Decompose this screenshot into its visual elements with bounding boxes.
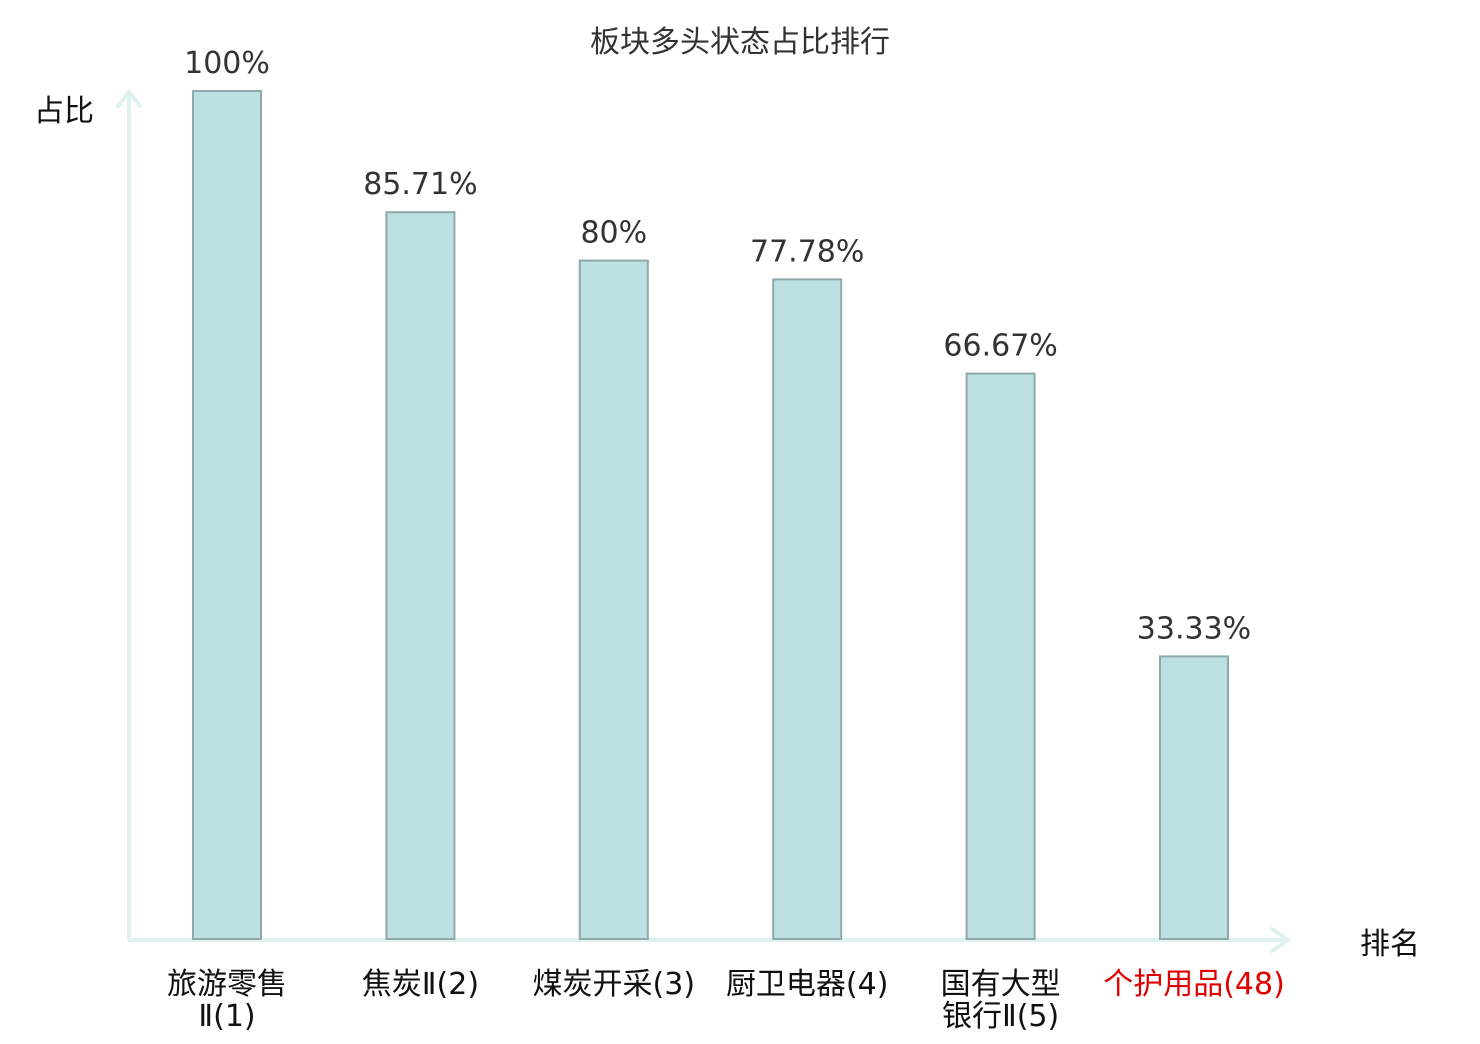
bar-value-label-4: 77.78% [750,234,864,269]
category-label-3: 煤炭开采(3) [533,967,696,1002]
category-label-line: 煤炭开采(3) [533,967,696,1002]
bar-3 [578,259,649,941]
bar-2 [385,211,456,940]
y-axis-label: 占比 [34,94,94,129]
category-label-6: 个护用品(48) [1103,967,1285,1002]
category-label-line: 国有大型 [941,967,1061,1002]
bar-value-label-2: 85.71% [363,167,477,202]
category-label-line: Ⅱ(1) [198,999,255,1034]
bar-value-label-3: 80% [580,216,647,251]
bar-1 [192,90,262,940]
bar-value-label-6: 33.33% [1137,611,1251,646]
category-labels-layer: 旅游零售 Ⅱ(1) 焦炭Ⅱ(2) 煤炭开采(3) 厨卫电器(4) 国有大型银行Ⅱ(5) 个护… [167,967,1285,1034]
category-label-line: 个护用品(48) [1103,967,1285,1002]
category-label-1: 旅游零售 Ⅱ(1) [167,967,287,1034]
bar-5 [965,372,1036,941]
category-label-line: 银行Ⅱ(5) [942,999,1059,1034]
category-label-line: 厨卫电器(4) [726,967,889,1002]
chart-title: 板块多头状态占比排行 [590,25,890,60]
bar-4 [772,278,843,940]
bar-value-label-5: 66.67% [943,329,1057,364]
bar-value-label-1: 100% [184,46,270,81]
category-label-4: 厨卫电器(4) [726,967,889,1002]
category-label-2: 焦炭Ⅱ(2) [362,967,479,1002]
bar-6 [1159,655,1229,941]
x-axis-arrow [1270,927,1290,953]
category-label-5: 国有大型银行Ⅱ(5) [941,967,1061,1034]
bars-layer [192,90,1229,941]
category-label-line: 焦炭Ⅱ(2) [362,967,479,1002]
category-label-line: 旅游零售 [167,967,287,1002]
y-axis-arrow [116,90,142,108]
value-labels-layer: 100% 85.71% 80% 77.78% 66.67% 33.33% [184,46,1251,646]
x-axis-label: 排名 [1360,927,1420,962]
axes [116,90,1290,953]
